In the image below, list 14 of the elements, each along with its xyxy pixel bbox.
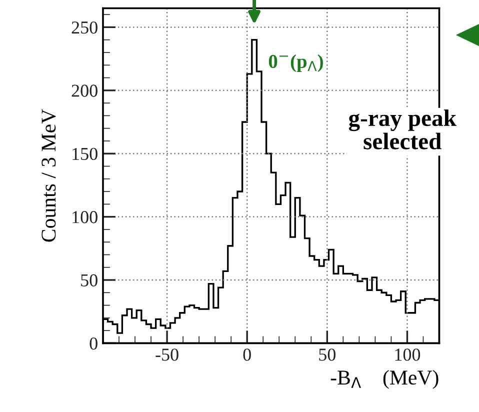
x-tick-label: -50 <box>156 348 178 361</box>
y-axis-title: Counts / 3 MeV <box>42 109 56 242</box>
y-tick-label: 250 <box>72 21 98 34</box>
text: -B$_{Λ}$ (MeV) <box>330 370 438 389</box>
y-tick-label: 50 <box>81 274 98 286</box>
x-tick-label: 50 <box>319 348 336 361</box>
x-tick-label: 0 <box>243 348 251 361</box>
annotation: 0$^{−}$(p$_{Λ}$) <box>268 54 323 72</box>
y-tick-label: 150 <box>72 148 98 160</box>
y-tick-label: 100 <box>72 211 98 224</box>
y-tick-label: 0 <box>90 337 98 350</box>
x-tick-label: 100 <box>395 348 420 361</box>
annotation: g-ray peak selected <box>348 110 456 150</box>
y-tick-label: 200 <box>72 84 98 97</box>
